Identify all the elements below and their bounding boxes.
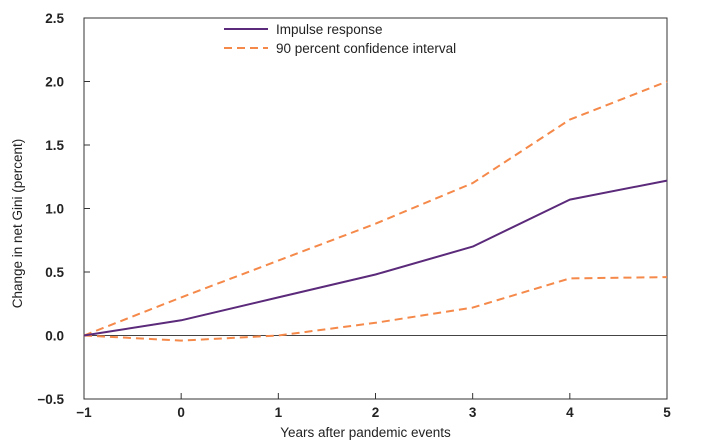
impulse-response-line: [83, 179, 668, 337]
series-layer: [83, 80, 668, 342]
y-tick-label: 1.5: [45, 138, 64, 153]
legend-label-confidence-interval: 90 percent confidence interval: [276, 41, 456, 56]
confidence-upper-line: [83, 80, 668, 337]
y-tick-label: 2.5: [45, 11, 64, 26]
y-tick-label: −0.5: [37, 392, 64, 407]
x-tick-label: 1: [275, 405, 283, 420]
x-tick-label: 0: [177, 405, 185, 420]
y-axis-title: Change in net Gini (percent): [10, 139, 25, 309]
y-tick-label: 0.0: [45, 329, 64, 344]
y-axis-ticks: −0.5 0.0 0.5 1.0 1.5 2.0 2.5: [37, 11, 90, 407]
x-axis-title: Years after pandemic events: [280, 425, 451, 440]
plot-frame: [83, 17, 668, 400]
y-tick-label: 1.0: [45, 202, 64, 217]
x-tick-label: 5: [663, 405, 671, 420]
x-tick-label: 3: [469, 405, 477, 420]
x-tick-label: 4: [566, 405, 574, 420]
plot-border: [83, 17, 668, 400]
x-tick-label: −1: [76, 405, 92, 420]
x-axis-ticks: −1 0 1 2 3 4 5: [76, 393, 671, 420]
legend-label-impulse-response: Impulse response: [276, 22, 383, 37]
confidence-lower-line: [83, 276, 668, 342]
y-tick-label: 2.0: [45, 75, 64, 90]
y-tick-label: 0.5: [45, 265, 64, 280]
legend: Impulse response 90 percent confidence i…: [224, 22, 456, 56]
x-tick-label: 2: [372, 405, 380, 420]
